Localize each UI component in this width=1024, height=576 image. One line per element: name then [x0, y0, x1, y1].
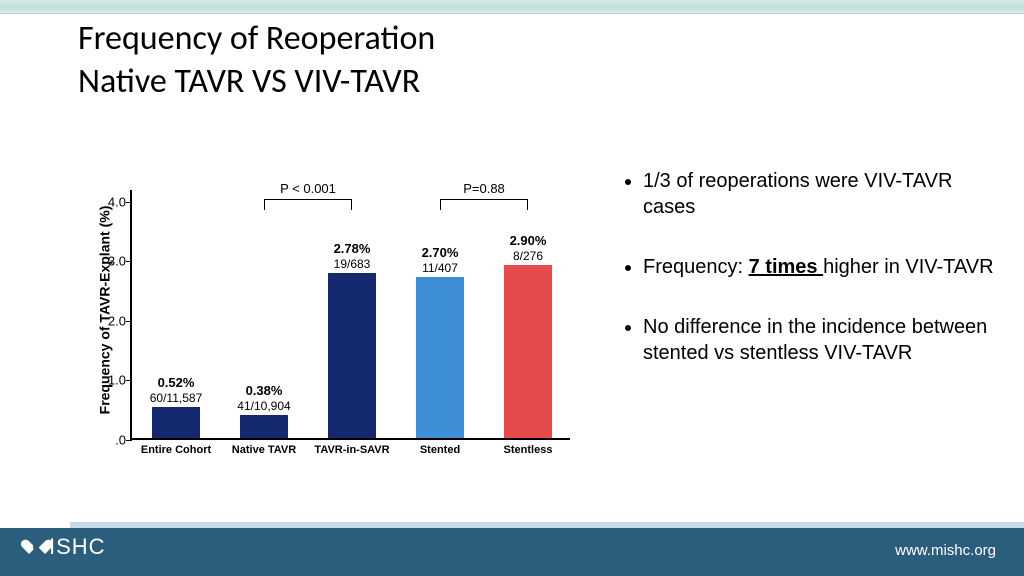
stat-bracket [440, 199, 528, 200]
bar-count-label: 41/10,904 [237, 399, 290, 413]
bar [152, 407, 200, 438]
bar [416, 277, 464, 438]
bar-count-label: 60/11,587 [150, 391, 203, 405]
y-tick-label: 1.0 [92, 373, 126, 388]
bar-count-label: 8/276 [513, 249, 543, 263]
stat-bracket-label: P=0.88 [463, 181, 505, 196]
title-line-2: Native TAVR VS VIV-TAVR [78, 61, 420, 102]
bar-percent-label: 0.38% [246, 383, 283, 398]
logo: ISHC [28, 534, 106, 560]
title-line-1: Frequency of Reoperation [78, 18, 435, 59]
bullet-2-suffix: higher in VIV-TAVR [823, 256, 993, 278]
x-tick-label: Entire Cohort [141, 444, 211, 456]
bar [328, 273, 376, 438]
bar-percent-label: 2.90% [510, 233, 547, 248]
bar-percent-label: 2.70% [422, 245, 459, 260]
x-tick-label: Stentless [504, 444, 553, 456]
y-tick-label: .0 [92, 433, 126, 448]
bar [240, 415, 288, 438]
bullet-list: 1/3 of reoperations were VIV-TAVR cases … [625, 168, 1005, 400]
bullet-2-emph: 7 times [749, 256, 823, 278]
footer-bar: ISHC www.mishc.org [0, 528, 1024, 576]
logo-text: ISHC [49, 534, 106, 560]
bar-count-label: 19/683 [334, 257, 371, 271]
bar-chart: Frequency of TAVR-Explant (%) .01.02.03.… [60, 140, 580, 480]
bar-percent-label: 2.78% [334, 241, 371, 256]
bullet-1: 1/3 of reoperations were VIV-TAVR cases [643, 168, 1005, 220]
top-accent-band [0, 0, 1024, 14]
heart-icon [28, 538, 46, 556]
slide-title: Frequency of Reoperation Native TAVR VS … [78, 18, 435, 103]
footer-url: www.mishc.org [895, 542, 996, 559]
stat-bracket [264, 199, 352, 200]
footer-accent [70, 522, 1024, 528]
y-tick-label: 4.0 [92, 194, 126, 209]
bullet-2: Frequency: 7 times higher in VIV-TAVR [643, 254, 1005, 280]
plot-region: .01.02.03.04.0Entire Cohort0.52%60/11,58… [130, 190, 570, 440]
bullet-3: No difference in the incidence between s… [643, 314, 1005, 366]
y-tick-label: 3.0 [92, 254, 126, 269]
x-tick-label: TAVR-in-SAVR [314, 444, 389, 456]
bar-count-label: 11/407 [422, 261, 458, 275]
x-tick-label: Stented [420, 444, 460, 456]
stat-bracket-label: P < 0.001 [280, 181, 336, 196]
bar [504, 265, 552, 438]
bar-percent-label: 0.52% [158, 375, 195, 390]
slide-root: Frequency of Reoperation Native TAVR VS … [0, 0, 1024, 576]
bullet-2-prefix: Frequency: [643, 256, 749, 278]
x-tick-label: Native TAVR [232, 444, 296, 456]
y-tick-label: 2.0 [92, 313, 126, 328]
